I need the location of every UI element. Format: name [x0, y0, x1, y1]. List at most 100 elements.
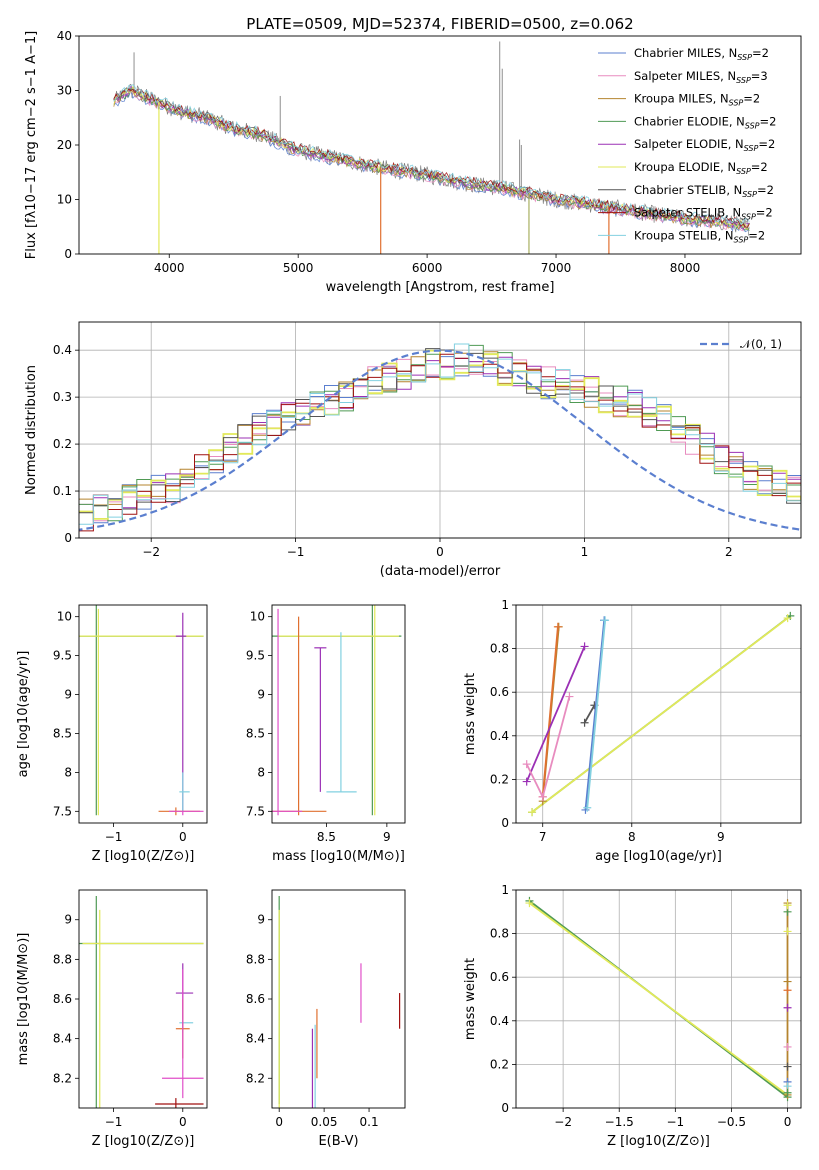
weight-marker — [528, 808, 537, 817]
y-tick-label: 0 — [64, 247, 72, 261]
model-spectrum-5 — [113, 85, 750, 231]
panel-weight-vs-Z: −2 −1.5 −1 −0.5 0 0 0.2 0.4 0.6 0.8 1 Z [log10(Z/Z⊙… — [463, 883, 802, 1149]
x-axis-label: E(B-V) — [318, 1134, 358, 1149]
x-tick-label: 5000 — [283, 261, 314, 275]
legend-label: Kroupa ELODIE, NSSP=2 — [634, 160, 768, 176]
y-tick-label: 0.6 — [490, 970, 509, 984]
y-tick-label: 0 — [501, 816, 509, 830]
x-tick-label: 0 — [179, 1115, 187, 1129]
x-tick-label: −1 — [105, 1115, 123, 1129]
y-axis-label: mass [log10(M/M⊙)] — [16, 933, 31, 1066]
histogram-1 — [79, 358, 801, 522]
plot-area — [79, 343, 801, 532]
y-tick-label: 0.2 — [490, 1057, 509, 1071]
x-axis-label: Z [log10(Z/Z⊙)] — [607, 1134, 710, 1149]
weight-marker — [525, 899, 534, 908]
plots: 4000 5000 6000 7000 8000010203040wavelength … — [16, 29, 802, 1149]
plot-area — [79, 605, 204, 816]
y-axis-label: mass weight — [463, 673, 478, 755]
x-axis-label: wavelength [Angstrom, rest frame] — [326, 280, 555, 295]
legend-label: 𝒩(0, 1) — [740, 337, 782, 351]
y-tick-label: 0.2 — [53, 437, 72, 451]
weight-marker — [783, 977, 792, 986]
weight-line — [525, 646, 586, 782]
y-tick-label: 40 — [57, 29, 72, 43]
weight-marker — [783, 986, 792, 995]
weight-line — [541, 626, 559, 797]
y-tick-label: 9 — [257, 913, 265, 927]
weight-marker — [565, 692, 574, 701]
y-tick-label: 30 — [57, 84, 72, 98]
x-tick-label: 8.5 — [317, 830, 336, 844]
y-tick-label: 8.5 — [246, 726, 265, 740]
y-tick-label: 8.4 — [246, 1032, 265, 1046]
weight-marker — [783, 1088, 792, 1097]
y-axis-label: mass weight — [463, 958, 478, 1040]
weight-line — [583, 704, 596, 724]
panel-weight-vs-age: 7 8 9 0 0.2 0.4 0.6 0.8 1 age [log10(age/yr)] mass… — [463, 598, 802, 864]
x-tick-label: 7000 — [541, 261, 572, 275]
histogram-7 — [79, 353, 801, 532]
plot-area — [79, 895, 204, 1108]
x-tick-label: −1.5 — [605, 1115, 634, 1129]
weight-marker — [783, 1003, 792, 1012]
y-tick-label: 0.8 — [490, 927, 509, 941]
histogram-0 — [79, 356, 801, 524]
x-axis-label: Z [log10(Z/Z⊙)] — [92, 849, 195, 864]
y-tick-label: 0.6 — [490, 685, 509, 699]
x-tick-label: 4000 — [154, 261, 185, 275]
y-tick-label: 8.6 — [246, 992, 265, 1006]
weight-marker — [538, 792, 547, 801]
y-tick-label: 8.5 — [53, 726, 72, 740]
weight-marker — [522, 777, 531, 786]
weight-marker — [783, 927, 792, 936]
y-tick-label: 7.5 — [53, 804, 72, 818]
y-tick-label: 8 — [64, 765, 72, 779]
x-tick-label: −1 — [105, 830, 123, 844]
x-tick-label: −2 — [554, 1115, 572, 1129]
spectrum-legend: Chabrier MILES, NSSP=2 Salpeter MILES, NS… — [598, 46, 776, 244]
legend-label: Kroupa STELIB, NSSP=2 — [634, 228, 765, 244]
axes-frame — [515, 889, 802, 1109]
histogram-4 — [79, 356, 801, 513]
x-tick-label: 9 — [717, 830, 725, 844]
x-tick-label: 7 — [539, 830, 547, 844]
axes-frame — [78, 889, 208, 1109]
x-tick-label: 0 — [275, 1115, 283, 1129]
panel-spectrum: 4000 5000 6000 7000 8000 0 10 20 30 40 wavelength … — [24, 29, 802, 295]
y-axis-label: Normed distribution — [24, 365, 39, 495]
axes-frame — [271, 604, 406, 824]
weight-marker — [783, 901, 792, 910]
x-tick-label: 8 — [628, 830, 636, 844]
y-tick-label: 1 — [501, 598, 509, 612]
y-axis-label: age [log10(age/yr)] — [16, 651, 31, 778]
normal-curve — [79, 349, 801, 531]
axes-frame — [78, 35, 802, 255]
weight-line — [586, 620, 606, 808]
weight-marker — [553, 622, 562, 631]
y-tick-label: 8.4 — [53, 1032, 72, 1046]
y-tick-label: 10 — [57, 610, 72, 624]
y-tick-label: 0.8 — [490, 642, 509, 656]
axes-frame — [78, 604, 208, 824]
plot-area — [525, 896, 792, 1102]
weight-marker — [581, 805, 590, 814]
plot-area — [272, 605, 402, 816]
y-tick-label: 0 — [501, 1101, 509, 1115]
plot-area — [522, 611, 795, 817]
x-axis-label: (data-model)/error — [380, 564, 501, 579]
x-tick-label: −1 — [287, 545, 305, 559]
y-tick-label: 0.4 — [490, 1014, 509, 1028]
y-tick-label: 9.5 — [246, 649, 265, 663]
x-tick-label: −2 — [142, 545, 160, 559]
x-tick-label: 6000 — [412, 261, 443, 275]
y-tick-label: 8.8 — [53, 952, 72, 966]
y-tick-label: 0.2 — [490, 772, 509, 786]
weight-marker — [580, 718, 589, 727]
weight-line — [584, 620, 606, 810]
legend-label: Kroupa MILES, NSSP=2 — [634, 92, 760, 108]
y-axis-label: Flux [fλ10−17 erg cm−2 s−1 A−1] — [24, 31, 39, 259]
figure-title: PLATE=0509, MJD=52374, FIBERID=0500, z=0… — [246, 15, 633, 33]
weight-marker — [580, 642, 589, 651]
